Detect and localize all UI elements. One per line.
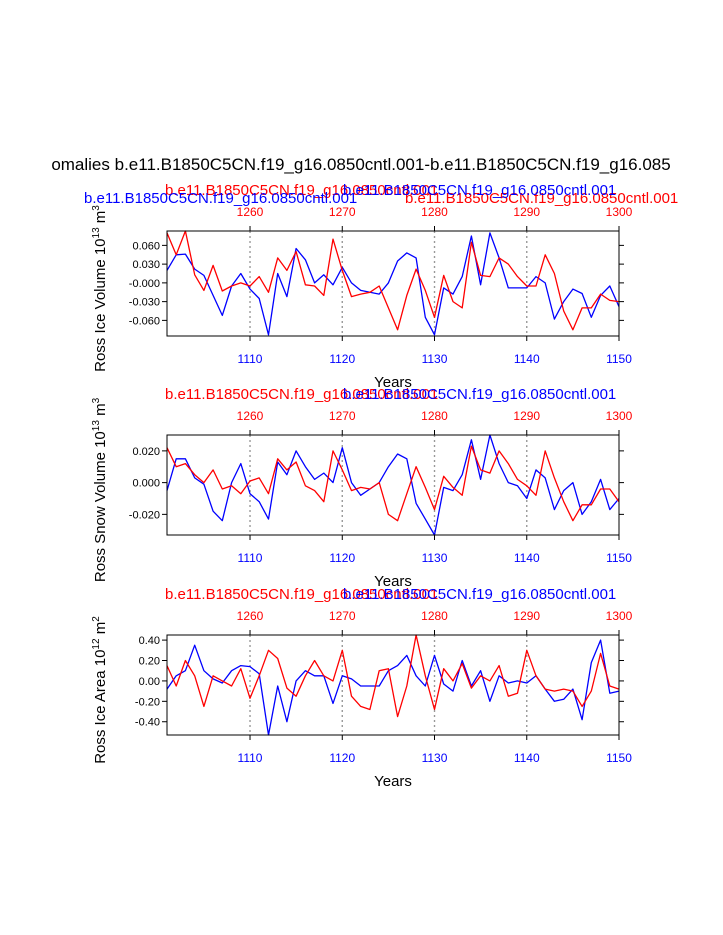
x-tick-label-top: 1270 bbox=[329, 409, 356, 423]
x-tick-label-top: 1300 bbox=[606, 409, 633, 423]
chart-title-red: b.e11.B1850C5CN.f19_g16.0850cntl.001 bbox=[165, 182, 438, 199]
y-axis-label-sup: 2 bbox=[91, 616, 102, 622]
y-axis-label-part: m bbox=[92, 622, 109, 639]
chart-panel-2: 0.020 0.000 -0.020 1110 1120 1130 1140 1150 1260… bbox=[91, 386, 633, 590]
plot-frame bbox=[166, 634, 620, 736]
y-axis-label-part: m bbox=[92, 403, 109, 420]
plot-frame bbox=[166, 434, 620, 536]
x-tick-label-bottom: 1120 bbox=[329, 352, 355, 366]
x-tick-label-top: 1280 bbox=[421, 609, 448, 623]
chart-title-blue: b.e11.B1850C5CN.f19_g16.0850cntl.001 bbox=[84, 190, 357, 207]
x-tick-label-bottom: 1110 bbox=[238, 551, 263, 565]
y-axis-label-part: Ross Snow Volume 10 bbox=[92, 431, 109, 582]
x-tick-label-bottom: 1110 bbox=[238, 751, 263, 765]
x-tick-label-top: 1270 bbox=[329, 609, 356, 623]
x-axis-label: Years bbox=[374, 773, 412, 790]
x-tick-label-top: 1260 bbox=[237, 205, 264, 219]
plot-frame bbox=[166, 230, 620, 337]
y-tick-label: 0.40 bbox=[139, 635, 160, 647]
chart-title-blue: b.e11.B1850C5CN.f19_g16.0850cntl.001 bbox=[343, 586, 616, 603]
y-axis-label-sup: 13 bbox=[91, 420, 102, 432]
x-tick-label-top: 1290 bbox=[513, 205, 540, 219]
y-axis-label-part: Ross Ice Area 10 bbox=[92, 650, 109, 764]
x-tick-label-bottom: 1130 bbox=[422, 551, 448, 565]
page-title: omalies b.e11.B1850C5CN.f19_g16.0850cntl… bbox=[51, 155, 670, 174]
y-axis-label-sup: 12 bbox=[91, 638, 102, 650]
x-axis-label: Years bbox=[374, 573, 412, 590]
x-tick-label-top: 1280 bbox=[421, 205, 448, 219]
x-tick-label-bottom: 1140 bbox=[514, 551, 540, 565]
chart-title-red-right: b.e11.B1850C5CN.f19_g16.0850cntl.001 bbox=[405, 190, 678, 207]
y-tick-label: 0.000 bbox=[132, 478, 160, 490]
series-line-red bbox=[166, 445, 620, 522]
y-tick-label: 0.00 bbox=[139, 676, 160, 688]
x-tick-label-top: 1290 bbox=[513, 609, 540, 623]
y-tick-label: 0.060 bbox=[132, 240, 160, 252]
y-axis-label-sup: 3 bbox=[91, 205, 102, 211]
x-axis-label: Years bbox=[374, 374, 412, 391]
x-tick-label-top: 1300 bbox=[606, 609, 633, 623]
y-axis-label-part: m bbox=[92, 211, 109, 228]
y-tick-label: -0.40 bbox=[135, 717, 160, 729]
x-tick-label-bottom: 1130 bbox=[422, 352, 448, 366]
chart-title-red: b.e11.B1850C5CN.f19_g16.0850cntl.001 bbox=[165, 586, 438, 603]
x-tick-label-bottom: 1150 bbox=[606, 551, 632, 565]
y-axis-label-sup: 13 bbox=[91, 227, 102, 239]
y-axis-label-part: Ross Ice Volume 10 bbox=[92, 238, 109, 371]
x-tick-label-bottom: 1120 bbox=[329, 551, 355, 565]
y-tick-label: -0.000 bbox=[129, 278, 160, 290]
x-tick-label-top: 1260 bbox=[237, 409, 264, 423]
x-tick-label-bottom: 1140 bbox=[514, 352, 540, 366]
chart-title-red: b.e11.B1850C5CN.f19_g16.0850cntl.001 bbox=[165, 386, 438, 403]
series-line-blue bbox=[166, 434, 620, 536]
y-axis-label: Ross Snow Volume 1013 m3 bbox=[91, 397, 109, 582]
y-tick-label: -0.030 bbox=[129, 297, 160, 309]
y-tick-label: -0.060 bbox=[129, 315, 160, 327]
x-tick-label-bottom: 1110 bbox=[238, 352, 263, 366]
x-tick-label-bottom: 1150 bbox=[606, 352, 632, 366]
series-line-red bbox=[166, 230, 620, 331]
x-tick-label-top: 1290 bbox=[513, 409, 540, 423]
y-axis-label: Ross Ice Volume 1013 m3 bbox=[91, 205, 109, 372]
x-tick-label-top: 1260 bbox=[237, 609, 264, 623]
y-tick-label: 0.20 bbox=[139, 656, 160, 668]
y-tick-label: -0.020 bbox=[129, 509, 160, 521]
y-axis-label: Ross Ice Area 1012 m2 bbox=[91, 616, 109, 764]
x-tick-label-bottom: 1130 bbox=[422, 751, 448, 765]
series-line-blue bbox=[166, 232, 620, 336]
chart-title-blue: b.e11.B1850C5CN.f19_g16.0850cntl.001 bbox=[343, 386, 616, 403]
series-line-red bbox=[166, 634, 620, 718]
x-tick-label-bottom: 1120 bbox=[329, 751, 355, 765]
y-axis-label-sup: 3 bbox=[91, 397, 102, 403]
x-tick-label-top: 1300 bbox=[606, 205, 633, 219]
y-tick-label: 0.020 bbox=[132, 446, 160, 458]
x-tick-label-top: 1270 bbox=[329, 205, 356, 219]
y-tick-label: -0.20 bbox=[135, 696, 160, 708]
y-tick-label: 0.030 bbox=[132, 259, 160, 271]
x-tick-label-bottom: 1150 bbox=[606, 751, 632, 765]
chart-panel-1: 0.060 0.030 -0.000 -0.030 -0.060 1110 1120 1130… bbox=[84, 182, 678, 391]
chart-panel-3: 0.40 0.20 0.00 -0.20 -0.40 1110 1120 1130 1140 11… bbox=[91, 586, 633, 790]
x-tick-label-top: 1280 bbox=[421, 409, 448, 423]
chart-title-blue-top: b.e11.B1850C5CN.f19_g16.0850cntl.001 bbox=[343, 182, 616, 199]
x-tick-label-bottom: 1140 bbox=[514, 751, 540, 765]
